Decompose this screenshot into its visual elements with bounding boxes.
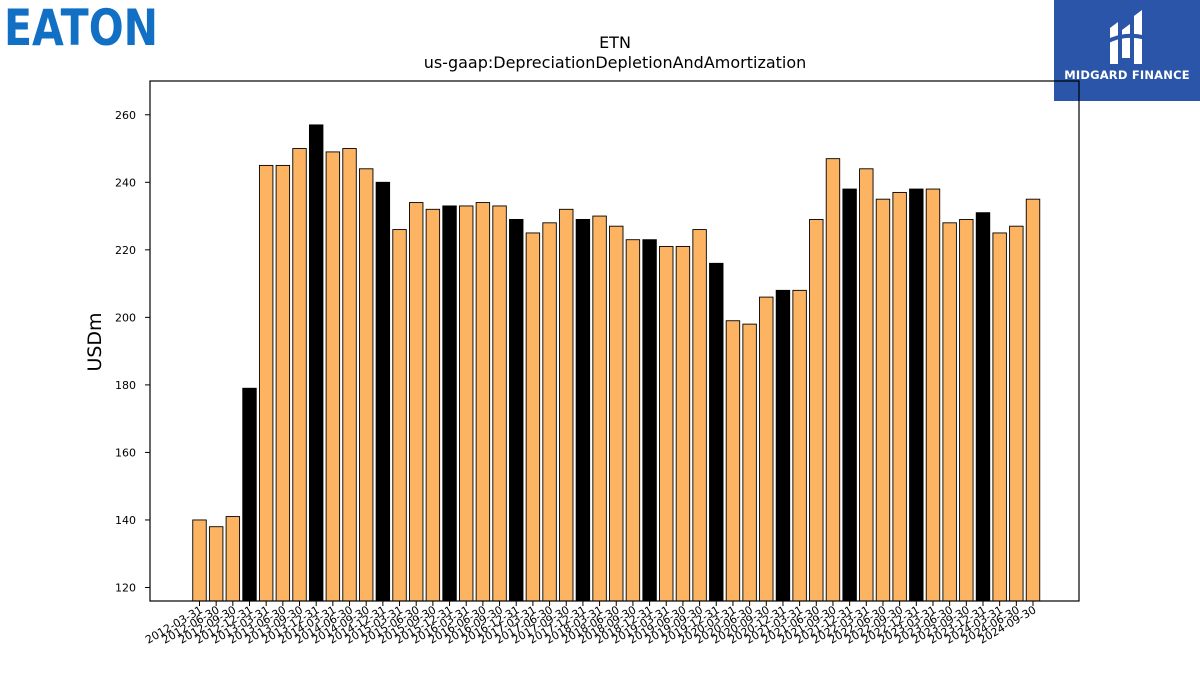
bar-2021-09-30 — [825, 158, 841, 602]
bar-2024-06-30 — [1009, 225, 1024, 602]
bar-2014-09-30 — [359, 168, 374, 602]
y-tick-label: 260 — [115, 109, 136, 122]
bar-2016-09-30 — [492, 205, 507, 602]
bar-2017-06-30 — [542, 222, 557, 602]
y-tick-label: 120 — [115, 581, 136, 594]
midgard-mark-icon — [1105, 10, 1147, 64]
bar-2017-12-31 — [575, 218, 591, 602]
y-tick-label: 180 — [115, 379, 136, 392]
bar-2012-09-30 — [225, 516, 241, 602]
bar-2023-03-31 — [925, 188, 941, 602]
bar-2019-09-30 — [692, 229, 707, 602]
midgard-finance-label: MIDGARD FINANCE — [1064, 68, 1190, 82]
bar-2022-06-30 — [875, 198, 891, 602]
bar-2023-09-30 — [959, 218, 974, 602]
bars-layer — [192, 124, 1041, 602]
chart-subtitle: us-gaap:DepreciationDepletionAndAmortiza… — [424, 53, 807, 72]
bar-2024-09-30 — [1025, 198, 1041, 602]
bar-2022-09-30 — [892, 191, 907, 602]
bar-2022-03-31 — [859, 168, 874, 602]
bar-2019-06-30 — [675, 245, 691, 602]
bar-2020-06-30 — [742, 323, 757, 602]
bar-2015-06-30 — [409, 202, 424, 602]
eaton-logo: EATON — [4, 0, 160, 57]
y-tick-label: 140 — [115, 514, 136, 527]
bar-2023-06-30 — [942, 222, 957, 602]
bar-2023-12-31 — [975, 212, 991, 602]
bar-2017-09-30 — [559, 208, 574, 602]
bar-2013-06-30 — [275, 164, 291, 602]
y-axis: 120 140 160 180 200 220 240 260 — [115, 109, 150, 594]
bar-2012-12-31 — [242, 387, 257, 602]
plot-frame — [149, 80, 1080, 602]
x-axis: 2012-03-312012-06-302012-09-302012-12-31… — [143, 601, 1039, 647]
bar-2013-03-31 — [258, 164, 274, 602]
bar-2020-12-31 — [775, 289, 791, 602]
bar-2015-09-30 — [425, 208, 441, 602]
y-tick-label: 220 — [115, 244, 136, 257]
bar-2015-03-31 — [392, 229, 407, 602]
bar-2018-03-31 — [592, 215, 607, 602]
bar-2024-03-31 — [992, 232, 1007, 602]
bar-2022-12-31 — [909, 188, 924, 602]
bar-2018-06-30 — [609, 225, 624, 602]
bar-2019-12-31 — [709, 262, 724, 602]
bar-2013-09-30 — [292, 148, 307, 602]
bar-2021-03-31 — [792, 289, 807, 602]
bar-2014-06-30 — [342, 148, 357, 602]
y-tick-label: 160 — [115, 446, 136, 459]
bar-2012-06-30 — [208, 526, 224, 602]
eaton-logo-text: EATON — [4, 4, 158, 48]
bar-2014-12-31 — [375, 181, 391, 602]
midgard-finance-logo: MIDGARD FINANCE — [1054, 0, 1200, 101]
bar-2016-12-31 — [509, 218, 524, 602]
bar-2016-03-31 — [459, 205, 474, 602]
bar-2020-03-31 — [725, 320, 741, 602]
bar-2014-03-31 — [325, 151, 341, 602]
bar-2019-03-31 — [659, 245, 674, 602]
bar-2018-09-30 — [625, 239, 641, 602]
y-tick-label: 240 — [115, 176, 136, 189]
bar-2013-12-31 — [308, 124, 324, 602]
bar-2017-03-31 — [525, 232, 541, 602]
y-axis-label: USDm — [84, 312, 106, 371]
bar-2018-12-31 — [642, 239, 657, 602]
chart-title: ETN — [599, 33, 631, 52]
bar-2016-06-30 — [475, 202, 491, 602]
bar-2012-03-31 — [192, 519, 207, 602]
bar-2021-06-30 — [809, 218, 824, 602]
bar-2021-12-31 — [842, 188, 857, 602]
bar-2020-09-30 — [759, 296, 774, 602]
y-tick-label: 200 — [115, 311, 136, 324]
bar-2015-12-31 — [442, 205, 457, 602]
